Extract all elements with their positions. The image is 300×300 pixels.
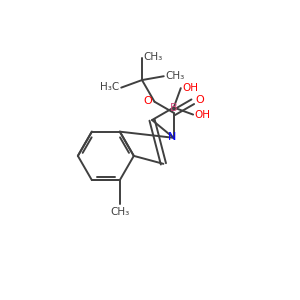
Text: O: O xyxy=(196,95,205,105)
Text: H₃C: H₃C xyxy=(100,82,120,92)
Text: O: O xyxy=(143,96,152,106)
Text: CH₃: CH₃ xyxy=(110,207,129,217)
Text: B: B xyxy=(170,103,178,112)
Text: CH₃: CH₃ xyxy=(144,52,163,62)
Text: OH: OH xyxy=(182,82,198,93)
Text: CH₃: CH₃ xyxy=(165,70,184,81)
Text: N: N xyxy=(168,132,176,142)
Text: OH: OH xyxy=(194,110,211,120)
